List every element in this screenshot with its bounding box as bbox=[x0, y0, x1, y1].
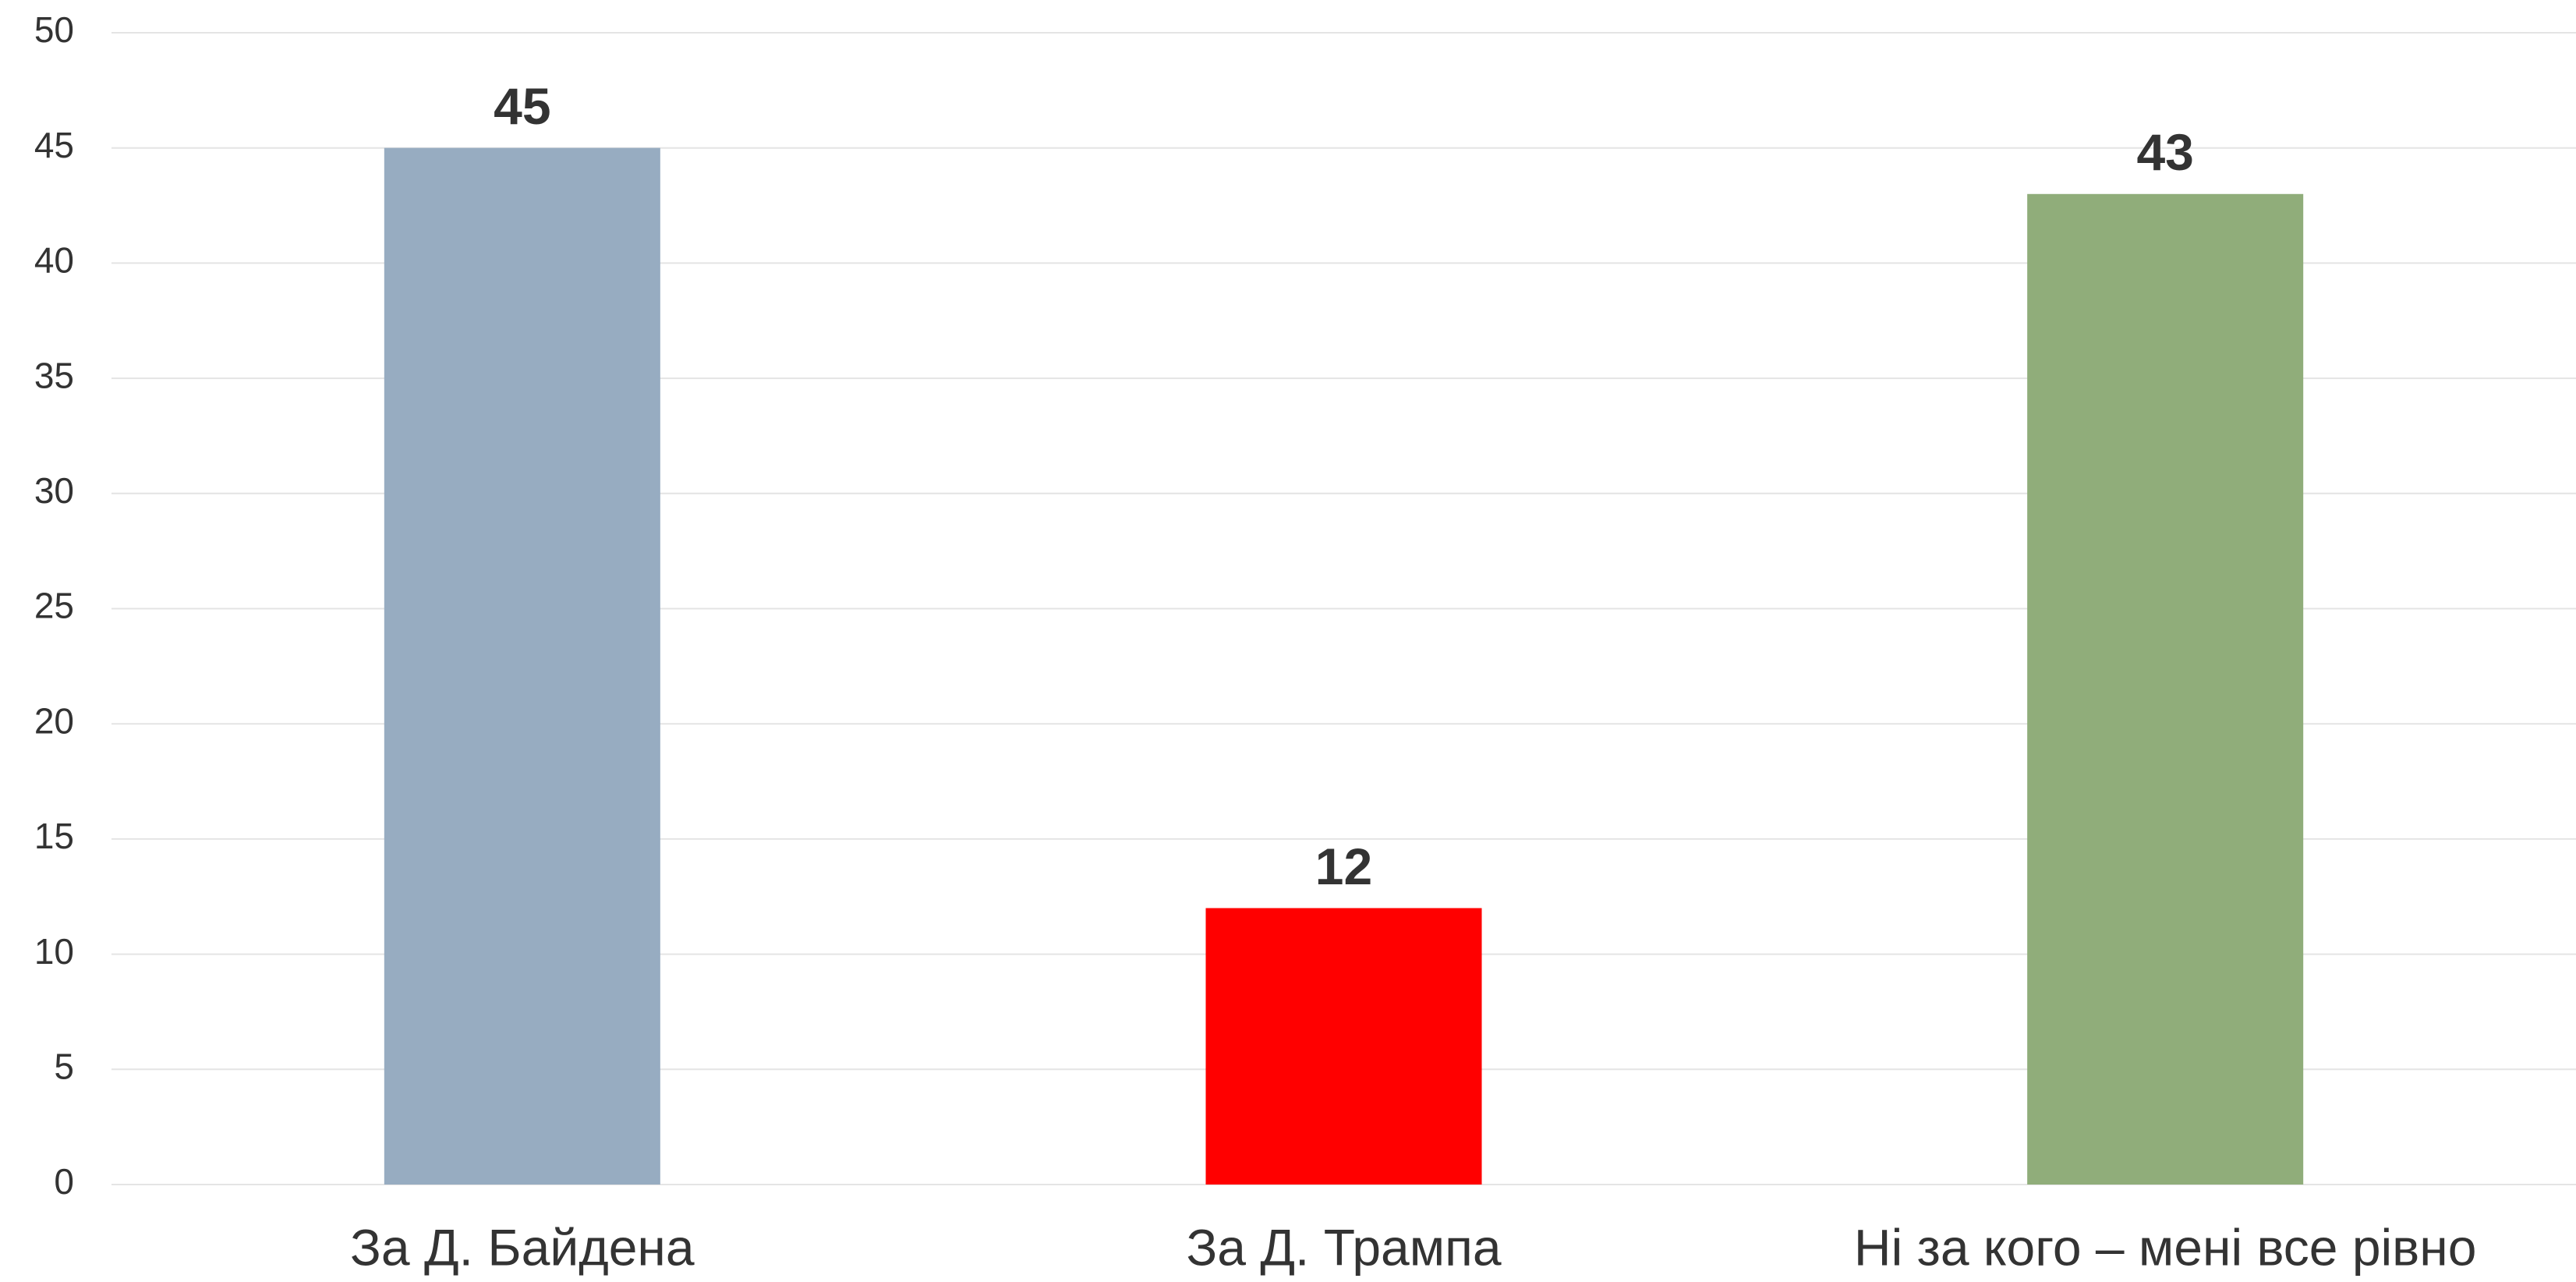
y-tick-label: 50 bbox=[34, 9, 74, 50]
x-tick-label: За Д. Трампа bbox=[1186, 1218, 1501, 1276]
y-tick-label: 0 bbox=[54, 1161, 74, 1202]
y-tick-label: 10 bbox=[34, 931, 74, 972]
y-tick-label: 40 bbox=[34, 240, 74, 281]
data-label: 45 bbox=[494, 77, 550, 135]
y-tick-label: 30 bbox=[34, 470, 74, 511]
y-tick-label: 35 bbox=[34, 355, 74, 395]
bar bbox=[1205, 908, 1482, 1185]
y-tick-label: 20 bbox=[34, 700, 74, 741]
bar bbox=[384, 147, 660, 1185]
y-tick-label: 5 bbox=[54, 1046, 74, 1086]
x-tick-label: За Д. Байдена bbox=[350, 1218, 695, 1276]
data-label: 43 bbox=[2136, 123, 2193, 181]
bar bbox=[2027, 193, 2304, 1185]
y-tick-label: 25 bbox=[34, 586, 74, 626]
data-label: 12 bbox=[1315, 838, 1372, 895]
x-tick-label: Ні за кого – мені все рівно bbox=[1854, 1218, 2476, 1276]
y-tick-label: 45 bbox=[34, 125, 74, 165]
y-tick-label: 15 bbox=[34, 816, 74, 856]
